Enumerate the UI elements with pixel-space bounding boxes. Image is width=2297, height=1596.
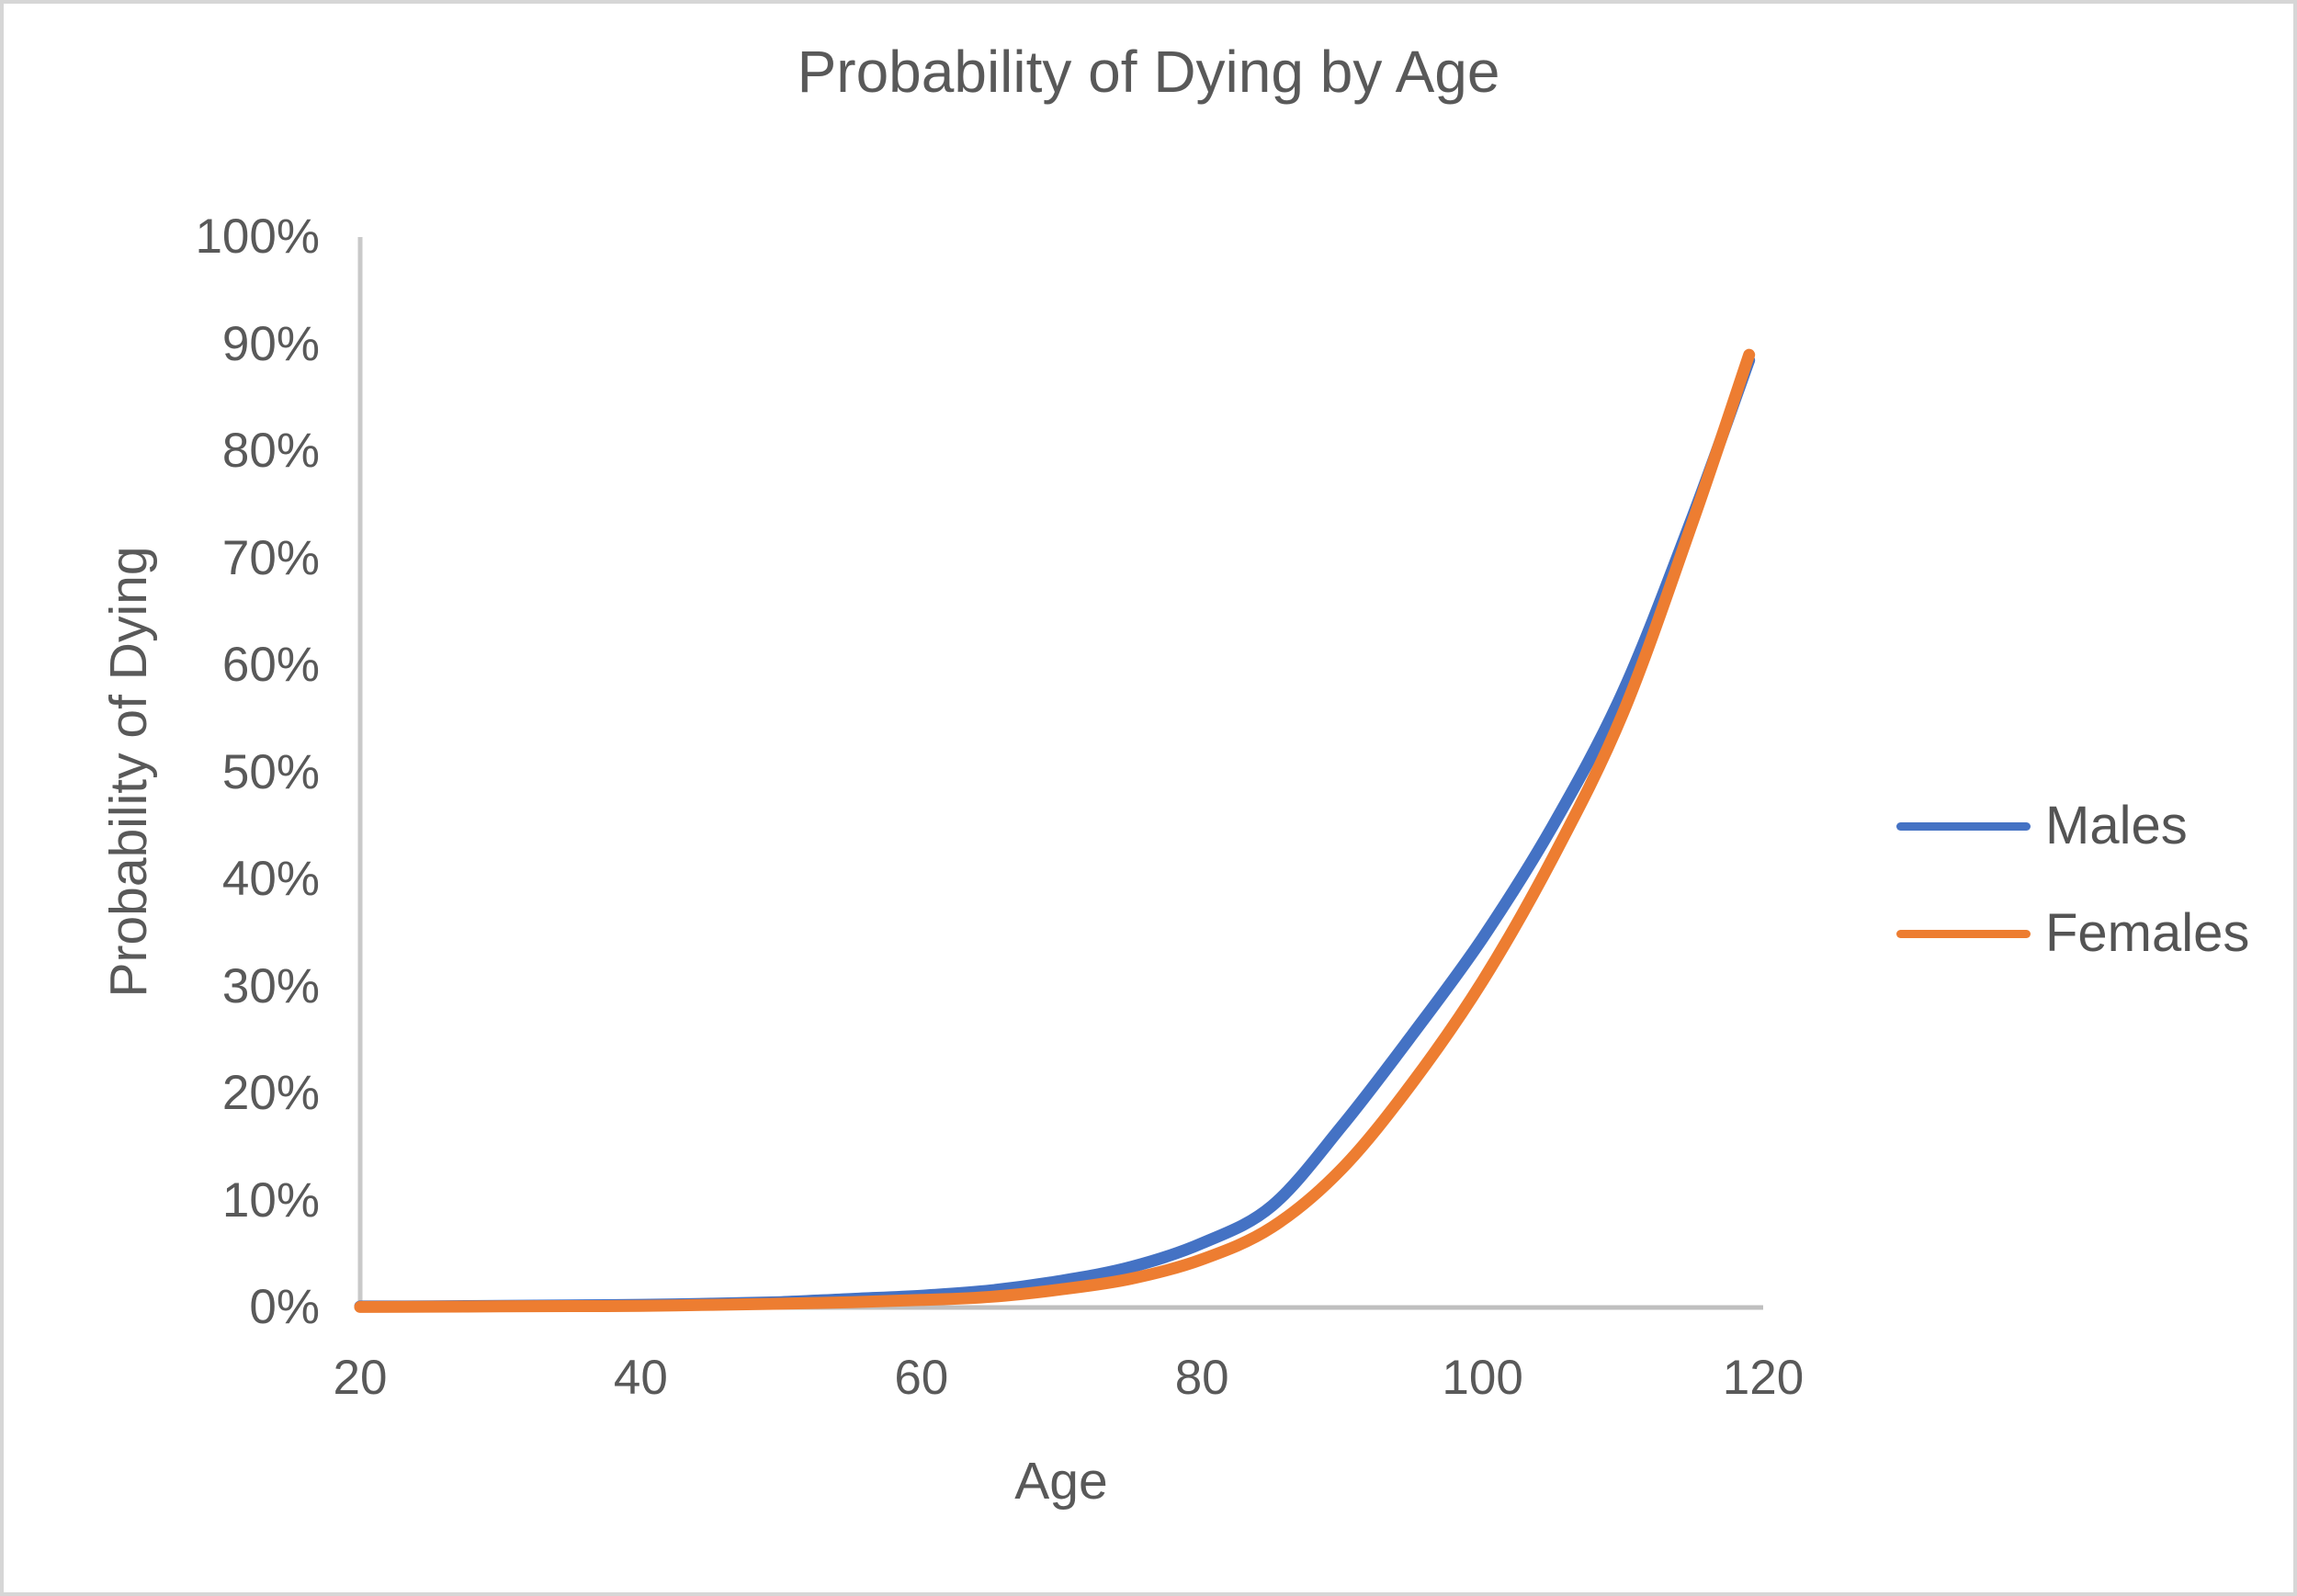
x-tick-label: 40 xyxy=(613,1351,668,1405)
y-tick-label: 20% xyxy=(221,1066,320,1120)
y-tick-label: 60% xyxy=(221,638,320,692)
y-tick-label: 0% xyxy=(249,1280,320,1334)
chart-title: Probability of Dying by Age xyxy=(797,39,1500,105)
x-tick-label: 80 xyxy=(1174,1351,1229,1405)
x-tick-label: 100 xyxy=(1442,1351,1523,1405)
x-tick-label: 20 xyxy=(333,1351,388,1405)
y-tick-label: 80% xyxy=(221,424,320,478)
x-axis-title: Age xyxy=(1014,1452,1108,1511)
males-line xyxy=(354,354,1756,1313)
y-tick-label: 90% xyxy=(221,316,320,371)
y-tick-label: 100% xyxy=(195,209,320,264)
y-tick-label: 50% xyxy=(221,744,320,799)
x-tick-label: 120 xyxy=(1722,1351,1805,1405)
y-tick-label: 70% xyxy=(221,530,320,585)
y-tick-label: 10% xyxy=(221,1172,320,1228)
y-axis-title: Probability of Dying xyxy=(99,546,158,998)
x-tick-label: 60 xyxy=(894,1351,949,1405)
y-tick-label: 30% xyxy=(221,958,320,1013)
y-tick-label: 40% xyxy=(221,852,320,906)
females-line xyxy=(354,348,1756,1313)
